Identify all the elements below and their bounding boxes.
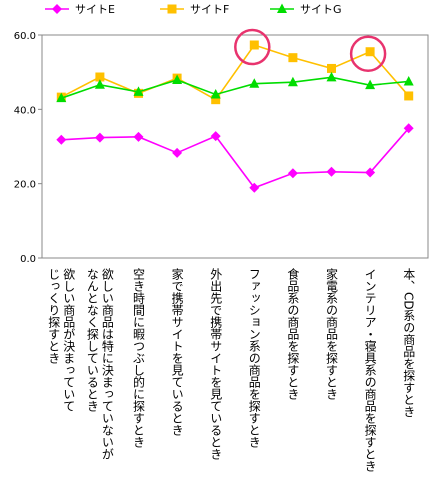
data-point <box>404 91 414 101</box>
legend-label: サイトF <box>190 3 229 16</box>
category-label-line: 欲しい商品が決まっていて <box>62 268 76 412</box>
legend-label: サイトE <box>75 3 115 16</box>
data-point <box>365 47 375 57</box>
legend-marker <box>277 3 287 13</box>
data-point <box>95 72 105 82</box>
data-point <box>249 78 260 88</box>
highlight-circle <box>234 28 271 66</box>
data-point <box>133 86 144 96</box>
category-label-line: 本、CD系の商品を探すとき <box>402 268 416 418</box>
series-3 <box>56 71 414 103</box>
data-point <box>210 131 221 142</box>
legend: サイトE サイトF サイトG <box>45 3 342 16</box>
category-label: 空き時間に暇つぶし的に探すとき <box>132 268 146 448</box>
data-point <box>172 74 183 84</box>
data-point <box>94 79 105 89</box>
data-point <box>287 76 298 87</box>
category-label: 外出先で携帯サイトを見ているとき <box>209 268 223 460</box>
data-point <box>56 92 67 103</box>
plot-frame <box>41 34 429 259</box>
category-label: 食品系の商品を探すとき <box>286 267 300 400</box>
plot-area <box>41 34 429 259</box>
category-label-line: 欲しい商品は特に決まっていないが <box>100 268 114 460</box>
legend-item: サイトF <box>160 3 229 16</box>
series-line <box>61 76 409 99</box>
legend-marker <box>52 4 62 14</box>
legend-item: サイトG <box>270 3 342 16</box>
data-point <box>287 168 298 179</box>
highlight-circles <box>234 28 387 72</box>
legend-item: サイトE <box>45 3 115 16</box>
category-label-line: じっくり探すとき <box>47 268 61 364</box>
category-label: 家で携帯サイトを見ているとき <box>170 267 184 436</box>
data-point <box>249 40 259 50</box>
data-point <box>172 147 183 158</box>
legend-marker <box>167 4 177 14</box>
y-tick-label: 40.0 <box>14 105 36 116</box>
category-label-line: ファッション系の商品を探すとき <box>247 268 261 448</box>
category-label: ファッション系の商品を探すとき <box>247 268 261 448</box>
data-point <box>365 167 376 178</box>
category-label-line: 外出先で携帯サイトを見ているとき <box>209 268 223 460</box>
category-label-line: なんとなく探しているとき <box>85 268 99 412</box>
data-point <box>288 53 298 63</box>
data-point <box>327 63 336 73</box>
y-tick-label: 60.0 <box>14 31 36 42</box>
legend-label: サイトG <box>300 3 342 16</box>
data-point <box>249 182 260 193</box>
data-point <box>133 131 144 142</box>
category-label: 家電系の商品を探すとき <box>325 267 339 400</box>
highlight-circle <box>349 35 387 72</box>
category-label: インテリア・寝具系の商品を探すとき <box>363 268 377 472</box>
data-point <box>326 71 337 82</box>
y-tick-label: 0.0 <box>20 254 36 265</box>
y-axis: 0.0 20.0 40.0 60.0 <box>14 31 42 265</box>
category-label-line: インテリア・寝具系の商品を探すとき <box>363 268 377 472</box>
data-point <box>326 166 337 177</box>
data-point <box>94 132 105 143</box>
data-point <box>56 134 67 145</box>
data-point <box>210 88 221 99</box>
data-point <box>403 123 414 134</box>
category-label-line: 家電系の商品を探すとき <box>325 267 339 400</box>
data-point <box>403 75 414 86</box>
category-label: 本、CD系の商品を探すとき <box>402 268 416 418</box>
series-line <box>60 44 410 101</box>
category-label-line: 家で携帯サイトを見ているとき <box>170 267 184 436</box>
data-point <box>365 79 376 90</box>
series-group <box>56 40 414 193</box>
y-tick-label: 20.0 <box>14 180 36 191</box>
series-line <box>61 127 410 189</box>
category-label-line: 空き時間に暇つぶし的に探すとき <box>132 268 146 448</box>
series-1 <box>56 123 414 193</box>
category-label-line: 食品系の商品を探すとき <box>286 267 300 400</box>
